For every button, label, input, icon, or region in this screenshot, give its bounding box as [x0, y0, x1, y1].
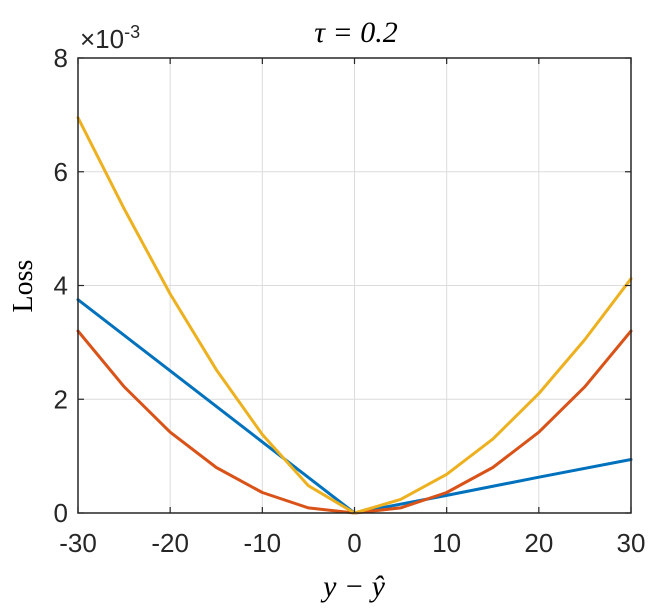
y-axis-label: Loss	[8, 260, 39, 313]
y-axis-ticks: 0 2 4 6 8	[54, 43, 631, 528]
x-tick-label: 10	[432, 528, 461, 558]
x-tick-label: -20	[151, 528, 189, 558]
y-exponent: ×10-3	[80, 22, 140, 54]
x-axis-label: y − ŷ	[320, 570, 386, 603]
y-tick-label: 2	[54, 384, 68, 414]
y-exponent-power: -3	[124, 22, 140, 42]
y-exponent-base: ×10	[80, 24, 124, 54]
x-tick-label: -10	[244, 528, 282, 558]
x-tick-label: 0	[347, 528, 361, 558]
x-tick-label: 20	[524, 528, 553, 558]
grid-lines	[78, 58, 631, 513]
y-tick-label: 6	[54, 157, 68, 187]
chart-title: τ = 0.2	[314, 16, 397, 49]
y-tick-label: 0	[54, 498, 68, 528]
x-tick-label: -30	[59, 528, 97, 558]
x-tick-label: 30	[617, 528, 646, 558]
y-tick-label: 4	[54, 271, 68, 301]
y-tick-label: 8	[54, 43, 68, 73]
x-axis-ticks: -30 -20 -10 0 10 20 30	[59, 58, 645, 558]
